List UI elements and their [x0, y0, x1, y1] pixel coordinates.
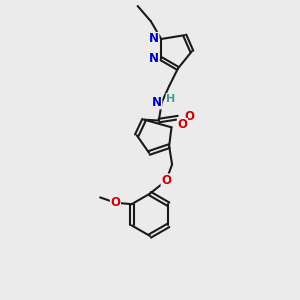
Text: N: N: [152, 96, 162, 109]
Text: O: O: [177, 118, 188, 131]
Text: O: O: [184, 110, 194, 123]
Text: O: O: [110, 196, 120, 209]
Text: N: N: [149, 32, 159, 46]
Text: O: O: [161, 174, 171, 187]
Text: N: N: [149, 52, 159, 65]
Text: H: H: [166, 94, 176, 104]
